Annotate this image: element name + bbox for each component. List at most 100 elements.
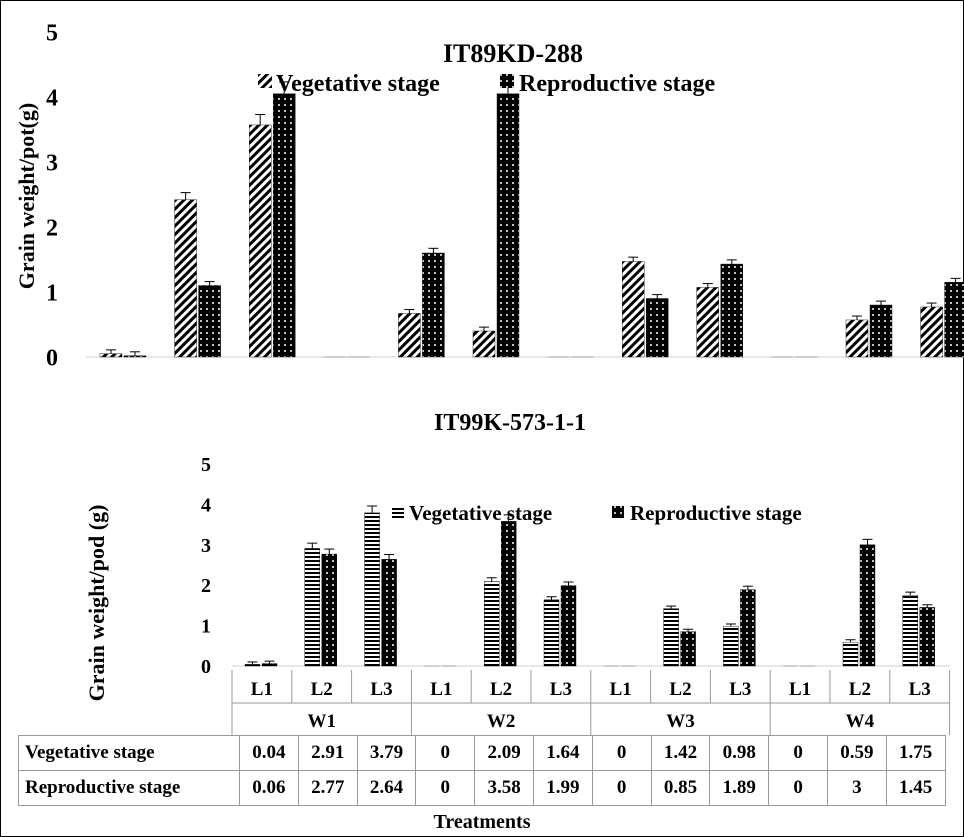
bottom-y-tick-4: 4 (201, 494, 211, 516)
bottom-level-label: L1 (251, 679, 273, 700)
top-error-bar (205, 282, 215, 286)
top-bar-vegetative (921, 307, 943, 357)
bottom-level-label: L3 (370, 679, 392, 700)
legend-top-reproductive-swatch (500, 74, 514, 88)
bottom-error-bar (307, 543, 317, 548)
bottom-error-bar (846, 640, 856, 642)
table-cell: 1.99 (533, 771, 592, 806)
top-bar-reproductive (646, 299, 668, 358)
top-bar-reproductive (422, 253, 444, 357)
chart-bottom-category-grid: L1 L2 L3 L1 L2 L3 L1 L2 L3 L1 L2 L3W1 W2 W3 W4 (232, 670, 950, 735)
table-cell: 1.89 (710, 771, 769, 806)
table-cell: 1.64 (533, 736, 592, 771)
chart-top-ylabel: Grain weight/pot(g) (14, 103, 39, 289)
chart-top-legend: Vegetative stage Reproductive stage (258, 71, 716, 97)
chart-top-bars (100, 82, 964, 357)
top-bar-reproductive (273, 94, 295, 357)
legend-top-vegetative-label: Vegetative stage (276, 71, 440, 97)
table-cell: 1.42 (651, 736, 710, 771)
x-axis-label: Treatments (0, 811, 964, 834)
bottom-bar-vegetative (544, 600, 559, 666)
bottom-error-bar (324, 549, 334, 554)
table-cell: 3.79 (357, 736, 416, 771)
top-bar-vegetative (175, 200, 197, 357)
top-error-bar (628, 257, 638, 261)
chart-bottom-ylabel: Grain weight/pod (g) (84, 505, 109, 702)
table-row-label: Vegetative stage (19, 736, 240, 771)
bottom-level-label: L1 (789, 679, 811, 700)
bottom-error-bar (743, 586, 753, 589)
table-cell: 2.64 (357, 771, 416, 806)
table-cell: 0.04 (240, 736, 299, 771)
top-error-bar (130, 352, 140, 356)
bottom-error-bar (248, 662, 258, 664)
bottom-bar-vegetative (664, 609, 679, 666)
table-cell: 2.09 (475, 736, 534, 771)
top-y-tick-2: 2 (46, 215, 58, 241)
top-error-bar (428, 248, 438, 253)
bottom-error-bar (384, 555, 394, 560)
bottom-error-bar (922, 605, 932, 608)
bottom-bar-reproductive (920, 607, 935, 666)
top-error-bar (181, 193, 191, 200)
table-cell: 0.85 (651, 771, 710, 806)
bottom-level-label: L2 (490, 679, 512, 700)
top-error-bar (852, 316, 862, 320)
top-error-bar (404, 310, 414, 314)
chart-bottom-legend: Vegetative stage Reproductive stage (392, 501, 802, 525)
legend-bottom-reproductive-label: Reproductive stage (630, 501, 802, 525)
top-error-bar (652, 295, 662, 299)
bottom-group-label: W1 (307, 711, 336, 732)
bottom-level-label: L2 (849, 679, 871, 700)
bottom-level-label: L2 (311, 679, 333, 700)
top-bar-reproductive (124, 356, 146, 357)
table-cell: 3.58 (475, 771, 534, 806)
bottom-bar-reproductive (860, 545, 875, 666)
bottom-error-bar (666, 606, 676, 609)
bottom-level-label: L1 (430, 679, 452, 700)
top-bar-vegetative (100, 354, 122, 357)
bottom-bar-reproductive (561, 586, 576, 666)
bottom-bar-vegetative (484, 582, 499, 666)
table-row: Vegetative stage 0.04 2.91 3.79 0 2.09 1.64 0 1.… (19, 736, 946, 771)
chart-bottom-y-ticks: 012345 (201, 454, 211, 678)
top-y-tick-4: 4 (46, 85, 58, 111)
bottom-y-tick-3: 3 (201, 535, 211, 557)
bottom-error-bar (547, 597, 557, 600)
top-bar-vegetative (398, 313, 420, 357)
table-row-label: Reproductive stage (19, 771, 240, 806)
top-bar-vegetative (622, 261, 644, 357)
legend-top-vegetative-swatch (258, 74, 272, 88)
bottom-bar-reproductive (322, 554, 337, 666)
chart-top-title: IT89KD-288 (443, 39, 583, 68)
top-error-bar (927, 303, 937, 307)
bottom-bar-vegetative (723, 626, 738, 666)
table-cell: 0.06 (240, 771, 299, 806)
top-bar-vegetative (697, 287, 719, 357)
table-cell: 0 (769, 736, 828, 771)
top-error-bar (703, 284, 713, 288)
top-bar-reproductive (199, 286, 221, 358)
table-cell: 0 (416, 736, 475, 771)
table-cell: 0 (592, 736, 651, 771)
table-cell: 0.59 (827, 736, 886, 771)
bottom-bar-reproductive (740, 590, 755, 666)
bottom-level-label: L3 (909, 679, 931, 700)
table-cell: 1.45 (886, 771, 945, 806)
bottom-error-bar (863, 539, 873, 544)
table-cell: 2.91 (298, 736, 357, 771)
bottom-bar-reproductive (382, 559, 397, 666)
table-cell: 1.75 (886, 736, 945, 771)
legend-top-reproductive-label: Reproductive stage (519, 71, 716, 97)
table-cell: 3 (827, 771, 886, 806)
top-bar-reproductive (497, 94, 519, 357)
bottom-group-label: W4 (846, 711, 875, 732)
bottom-bar-reproductive (681, 632, 696, 666)
bottom-error-bar (367, 506, 377, 513)
bottom-y-tick-1: 1 (201, 616, 211, 638)
bottom-bar-vegetative (305, 548, 320, 666)
top-error-bar (106, 350, 116, 354)
bottom-error-bar (564, 582, 574, 586)
table-cell: 0 (416, 771, 475, 806)
bottom-error-bar (265, 661, 275, 663)
